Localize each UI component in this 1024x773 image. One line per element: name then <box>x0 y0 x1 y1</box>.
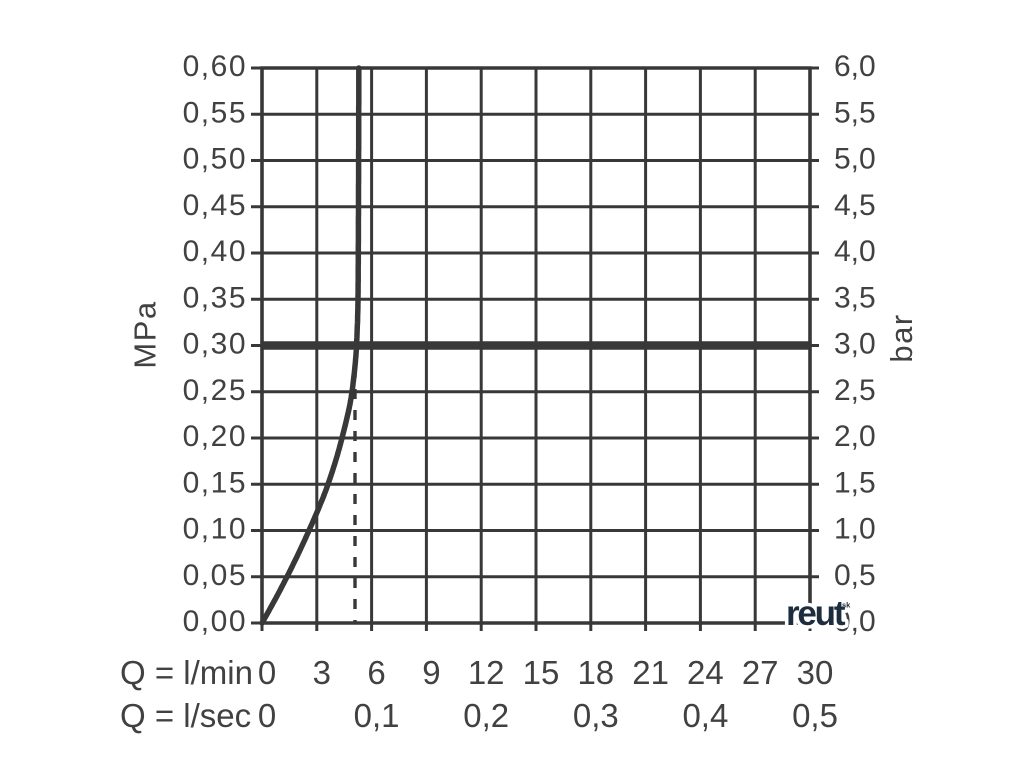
svg-text:0: 0 <box>258 697 276 734</box>
svg-text:3,0: 3,0 <box>834 328 876 361</box>
svg-text:2,0: 2,0 <box>834 420 876 453</box>
svg-text:MPa: MPa <box>128 300 163 368</box>
svg-text:0,55: 0,55 <box>183 96 247 129</box>
svg-text:5,5: 5,5 <box>834 96 876 129</box>
svg-text:24: 24 <box>687 654 724 691</box>
svg-text:0,00: 0,00 <box>183 605 247 638</box>
svg-text:21: 21 <box>632 654 669 691</box>
svg-text:sk: sk <box>842 601 851 610</box>
svg-text:4,5: 4,5 <box>834 189 876 222</box>
svg-text:0,2: 0,2 <box>463 697 509 734</box>
svg-text:0,25: 0,25 <box>183 374 247 407</box>
svg-text:0,4: 0,4 <box>682 697 728 734</box>
svg-text:3,5: 3,5 <box>834 281 876 314</box>
svg-text:sk: sk <box>842 601 851 610</box>
svg-text:0: 0 <box>258 654 276 691</box>
svg-text:0,5: 0,5 <box>792 697 838 734</box>
svg-text:0,35: 0,35 <box>183 281 247 314</box>
svg-text:0,15: 0,15 <box>183 466 247 499</box>
svg-text:0,60: 0,60 <box>183 50 247 83</box>
svg-text:reut: reut <box>786 594 846 633</box>
svg-text:12: 12 <box>468 654 505 691</box>
svg-text:6,0: 6,0 <box>834 50 876 83</box>
svg-text:6: 6 <box>367 654 385 691</box>
svg-text:2,5: 2,5 <box>834 374 876 407</box>
svg-text:30: 30 <box>797 654 834 691</box>
svg-text:9: 9 <box>422 654 440 691</box>
svg-text:bar: bar <box>884 313 919 362</box>
svg-text:0,40: 0,40 <box>183 235 247 268</box>
svg-text:5,0: 5,0 <box>834 143 876 176</box>
svg-text:0,0: 0,0 <box>834 605 876 638</box>
svg-text:0,3: 0,3 <box>573 697 619 734</box>
svg-text:27: 27 <box>742 654 779 691</box>
svg-text:0,50: 0,50 <box>183 143 247 176</box>
svg-text:18: 18 <box>577 654 614 691</box>
svg-text:0,20: 0,20 <box>183 420 247 453</box>
svg-text:Q = l/min: Q = l/min <box>120 654 253 691</box>
svg-text:0,10: 0,10 <box>183 513 247 546</box>
svg-text:1,0: 1,0 <box>834 513 876 546</box>
svg-text:15: 15 <box>523 654 560 691</box>
svg-text:0,30: 0,30 <box>183 328 247 361</box>
svg-text:0,1: 0,1 <box>354 697 400 734</box>
svg-text:0,45: 0,45 <box>183 189 247 222</box>
svg-text:3: 3 <box>313 654 331 691</box>
svg-text:4,0: 4,0 <box>834 235 876 268</box>
svg-text:reut: reut <box>786 594 846 633</box>
svg-text:Q = l/sec: Q = l/sec <box>120 697 251 734</box>
svg-text:0,05: 0,05 <box>183 559 247 592</box>
svg-text:1,5: 1,5 <box>834 466 876 499</box>
svg-text:0,5: 0,5 <box>834 559 876 592</box>
